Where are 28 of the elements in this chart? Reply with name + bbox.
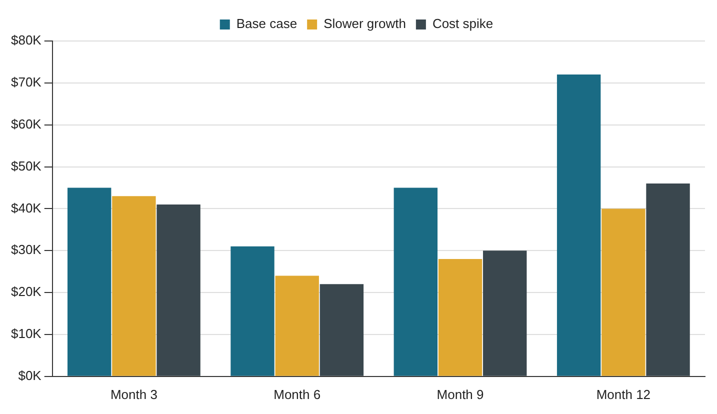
x-tick-label: Month 9: [436, 386, 484, 402]
y-tick-label: $60K: [10, 116, 42, 132]
bar: [67, 188, 112, 376]
bar: [394, 188, 438, 376]
bar: [483, 250, 527, 376]
legend-label: Cost spike: [432, 16, 494, 32]
y-tick-label: $20K: [10, 284, 42, 300]
y-tick-label: $80K: [10, 32, 42, 48]
bar: [646, 184, 690, 376]
y-tick-label: $70K: [10, 74, 42, 90]
y-tick-label: $50K: [10, 158, 42, 174]
bar: [320, 284, 364, 376]
bar: [602, 208, 646, 376]
y-tick-label: $0K: [18, 368, 42, 383]
x-tick-label: Month 6: [274, 386, 321, 402]
bar: [556, 74, 601, 376]
y-tick-label: $40K: [10, 200, 42, 216]
x-tick-label: Month 12: [596, 386, 651, 402]
y-tick-label: $30K: [10, 242, 42, 258]
legend-label: Slower growth: [324, 16, 406, 32]
bar: [275, 276, 319, 376]
bar: [230, 246, 274, 376]
x-tick-label: Month 3: [110, 386, 158, 402]
legend-label: Base case: [236, 16, 298, 32]
bar: [438, 259, 482, 376]
bar: [156, 204, 200, 376]
bar: [112, 196, 156, 376]
y-tick-label: $10K: [10, 326, 42, 342]
